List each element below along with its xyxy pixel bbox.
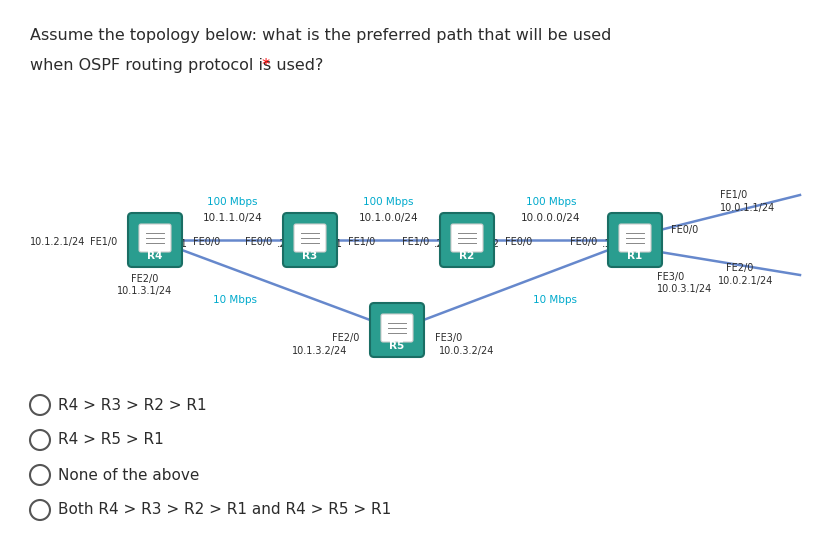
Text: FE0/0: FE0/0 (670, 225, 697, 235)
Text: 10.1.0.0/24: 10.1.0.0/24 (359, 213, 418, 223)
Text: .1: .1 (601, 239, 611, 249)
Text: .2: .2 (434, 239, 443, 249)
Text: .1: .1 (333, 239, 343, 249)
FancyBboxPatch shape (128, 213, 181, 267)
FancyBboxPatch shape (283, 213, 337, 267)
Text: FE0/0: FE0/0 (569, 237, 596, 247)
Text: 10.0.3.2/24: 10.0.3.2/24 (438, 346, 494, 356)
Text: when OSPF routing protocol is used?: when OSPF routing protocol is used? (30, 58, 323, 73)
Text: Assume the topology below: what is the preferred path that will be used: Assume the topology below: what is the p… (30, 28, 610, 43)
Text: 10.1.3.1/24: 10.1.3.1/24 (117, 286, 172, 296)
Text: FE1/0: FE1/0 (89, 237, 117, 247)
Text: .2: .2 (277, 239, 287, 249)
FancyBboxPatch shape (607, 213, 661, 267)
Text: 100 Mbps: 100 Mbps (207, 197, 257, 207)
Text: FE0/0: FE0/0 (504, 237, 532, 247)
Text: 10.0.1.1/24: 10.0.1.1/24 (719, 203, 774, 213)
FancyBboxPatch shape (370, 303, 424, 357)
Text: FE1/0: FE1/0 (719, 190, 747, 200)
Text: FE0/0: FE0/0 (244, 237, 272, 247)
Text: R4 > R5 > R1: R4 > R5 > R1 (58, 432, 164, 448)
FancyBboxPatch shape (451, 224, 482, 252)
Text: Both R4 > R3 > R2 > R1 and R4 > R5 > R1: Both R4 > R3 > R2 > R1 and R4 > R5 > R1 (58, 503, 390, 517)
Text: FE1/0: FE1/0 (401, 237, 429, 247)
Text: FE3/0: FE3/0 (656, 272, 684, 282)
Text: R3: R3 (302, 251, 317, 261)
Text: 100 Mbps: 100 Mbps (363, 197, 413, 207)
Text: None of the above: None of the above (58, 467, 199, 483)
Text: R4: R4 (147, 251, 162, 261)
Text: R1: R1 (627, 251, 642, 261)
Text: .1: .1 (178, 239, 188, 249)
Text: FE2/0: FE2/0 (725, 263, 752, 273)
Text: FE0/0: FE0/0 (193, 237, 220, 247)
Text: 10.0.0.0/24: 10.0.0.0/24 (521, 213, 580, 223)
Text: 10.0.2.1/24: 10.0.2.1/24 (717, 276, 772, 286)
FancyBboxPatch shape (293, 224, 325, 252)
Text: FE3/0: FE3/0 (435, 333, 461, 343)
Text: FE1/0: FE1/0 (348, 237, 375, 247)
Text: *: * (257, 58, 269, 73)
Text: .2: .2 (489, 239, 499, 249)
FancyBboxPatch shape (139, 224, 171, 252)
Text: 10.1.3.2/24: 10.1.3.2/24 (291, 346, 347, 356)
Text: 100 Mbps: 100 Mbps (525, 197, 575, 207)
Text: R4 > R3 > R2 > R1: R4 > R3 > R2 > R1 (58, 398, 206, 412)
Text: R2: R2 (459, 251, 474, 261)
Text: FE2/0: FE2/0 (131, 274, 159, 284)
Text: FE2/0: FE2/0 (331, 333, 359, 343)
Text: 10 Mbps: 10 Mbps (533, 295, 576, 305)
FancyBboxPatch shape (380, 314, 412, 342)
FancyBboxPatch shape (619, 224, 650, 252)
Text: R5: R5 (389, 341, 404, 351)
Text: 10.1.1.0/24: 10.1.1.0/24 (202, 213, 262, 223)
FancyBboxPatch shape (440, 213, 493, 267)
Text: 10.1.2.1/24: 10.1.2.1/24 (30, 237, 85, 247)
Text: 10.0.3.1/24: 10.0.3.1/24 (656, 284, 711, 294)
Text: 10 Mbps: 10 Mbps (212, 295, 257, 305)
